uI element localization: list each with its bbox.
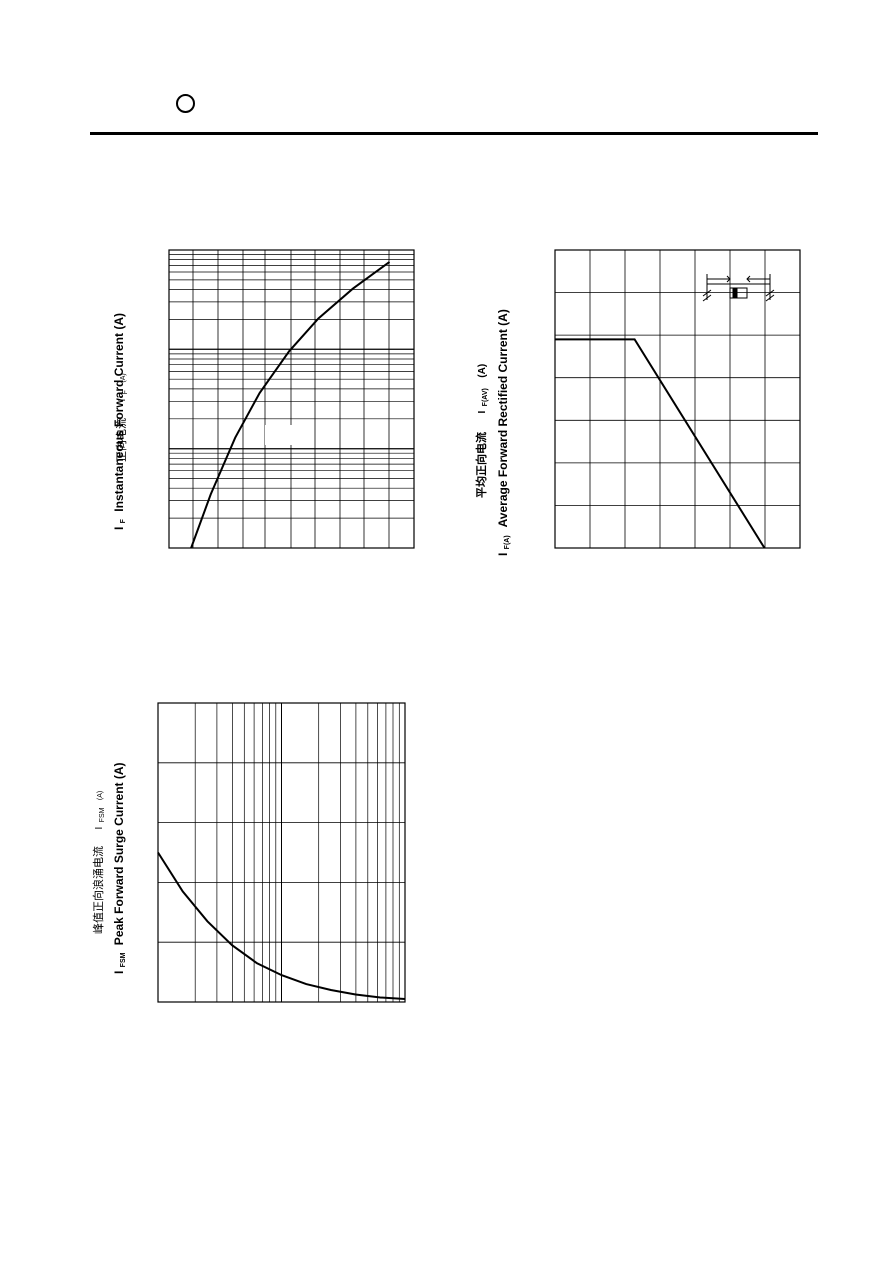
header-rule xyxy=(90,132,818,135)
chart3-ylabel-en-symbol: I xyxy=(112,971,126,974)
chart3-ylabel: 峰值正向浪涌电流 I FSM (A) xyxy=(89,791,108,934)
chart1-ylabel: 正向电流 I F (A) xyxy=(112,373,131,462)
chart1-ylabel-cn: 正向电流 xyxy=(114,418,128,462)
chart2-series-line xyxy=(555,338,766,549)
chart1-series-line xyxy=(190,261,391,549)
chart2-ylabel-cn: 平均正向电流 xyxy=(474,432,488,498)
chart2-ylabel: 平均正向电流 I F(AV) (A) xyxy=(472,364,491,498)
chart2-ylabel-en-group: I F(A) Average Forward Rectified Current… xyxy=(496,309,512,556)
chart3-series-line xyxy=(157,851,406,1000)
svg-text:I F Instan: I F Instantaneous Forward Current (A) xyxy=(112,313,128,530)
chart2-grid xyxy=(555,250,800,548)
chart1-ylabel-en-sub: F xyxy=(120,518,127,523)
chart1-ylabel-symbol: I xyxy=(117,399,128,402)
chart3-ylabel-sub: FSM xyxy=(99,807,106,822)
chart1-ylabel-sub: F xyxy=(122,390,129,394)
chart2-ylabel-en-sub: F(A) xyxy=(504,535,511,549)
chart3-ylabel-symbol: I xyxy=(94,827,105,830)
chart1-grid xyxy=(168,249,415,549)
chart3-grid xyxy=(158,703,406,1002)
chart1-frame xyxy=(168,249,415,549)
chart2-ylabel-en: Average Forward Rectified Current (A) xyxy=(496,309,510,527)
svg-text:峰值正向浪涌电流 I: 峰值正向浪涌电流 I FSM (A) xyxy=(89,791,108,934)
svg-text:I F(A) Ave: I F(A) Average Forward Rectified Current… xyxy=(496,309,512,556)
svg-text:平均正向电流 I F: 平均正向电流 I F(AV) (A) xyxy=(472,364,491,498)
chart2-ylabel-en-symbol: I xyxy=(496,553,510,556)
chart1-ylabel-en-symbol: I xyxy=(112,527,126,530)
surge-current-chart: 峰值正向浪涌电流 I FSM (A) I FSM Peak Forward Su… xyxy=(89,702,406,1003)
chart2-ylabel-unit: (A) xyxy=(477,364,488,378)
chart1-ylabel-en-group: I F Instantaneous Forward Current (A) xyxy=(112,313,128,530)
chart2-ylabel-symbol: I xyxy=(477,411,488,414)
forward-characteristics-chart: 正向电流 I F (A) I F Instantaneous Forward C… xyxy=(112,249,415,549)
chart1-label-mask xyxy=(265,425,293,445)
derating-chart: 平均正向电流 I F(AV) (A) I F(A) Average Forwar… xyxy=(472,249,801,556)
diode-lead-icon xyxy=(702,274,775,302)
chart3-ylabel-unit: (A) xyxy=(97,791,104,800)
chart3-ylabel-en-group: I FSM Peak Forward Surge Current (A) xyxy=(112,762,128,974)
svg-text:I FSM Peak: I FSM Peak Forward Surge Current (A) xyxy=(112,762,128,974)
chart2-frame xyxy=(554,249,801,549)
circle-logo-icon xyxy=(176,94,195,113)
chart3-ylabel-en-sub: FSM xyxy=(120,952,127,967)
svg-text:正向电流 I F: 正向电流 I F (A) xyxy=(112,373,131,462)
chart3-ylabel-en: Peak Forward Surge Current (A) xyxy=(112,762,126,945)
chart1-ylabel-unit: (A) xyxy=(120,373,127,382)
chart2-ylabel-sub: F(AV) xyxy=(482,388,489,406)
chart3-ylabel-cn: 峰值正向浪涌电流 xyxy=(91,846,105,934)
chart1-ylabel-en: Instantaneous Forward Current (A) xyxy=(112,313,126,512)
